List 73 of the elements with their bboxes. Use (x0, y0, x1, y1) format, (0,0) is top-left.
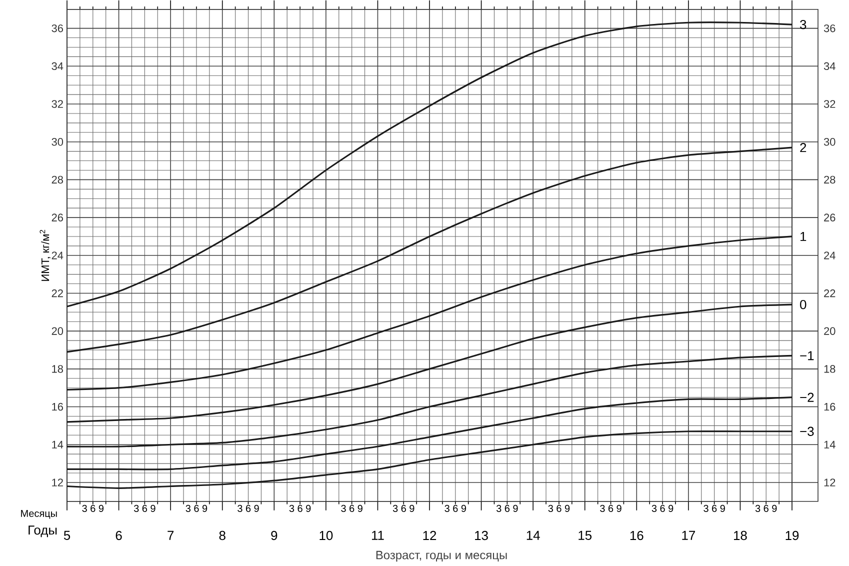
text: 3 6 9 (341, 504, 362, 512)
series-label: −1 (800, 351, 814, 360)
y-tick-label: 36 (52, 24, 63, 32)
text: 3 6 9 (82, 504, 104, 512)
y2-tick-label: 30 (824, 138, 836, 146)
line-series (66, 235, 793, 390)
x-tick-label: 18 (734, 530, 747, 540)
line-series (66, 396, 793, 470)
series-label: 2 (800, 142, 806, 152)
y-tick-label: 18 (52, 364, 63, 373)
y2-tick-label: 14 (824, 440, 836, 448)
text: 3 6 9 (238, 504, 259, 512)
y2-tick-label: 16 (824, 402, 836, 410)
x-tick-label: 19 (786, 530, 799, 540)
y-tick-label: 16 (52, 402, 63, 410)
y-tick-label: 24 (52, 251, 64, 260)
text: 3 6 9 (548, 504, 570, 512)
x-tick-label: 12 (423, 530, 436, 540)
line-series (66, 354, 793, 448)
y2-tick-label: 18 (824, 364, 836, 373)
series-label: 3 (800, 20, 806, 29)
y2-tick-label: 28 (824, 176, 836, 184)
x-tick-label: 5 (64, 530, 70, 540)
x-tick-label: 16 (630, 530, 644, 540)
text: 3 6 9 (600, 504, 622, 512)
text: 3 6 9 (755, 504, 777, 512)
y-tick-label: 30 (52, 138, 64, 146)
y-tick-label: 20 (52, 327, 64, 335)
y-tick-label: 34 (52, 62, 64, 70)
y2-tick-label: 20 (824, 327, 836, 335)
text: 3 6 9 (704, 504, 725, 512)
y-tick-label: 14 (52, 440, 64, 448)
series-label: −2 (800, 392, 814, 402)
x-tick-label: 8 (219, 530, 226, 540)
y2-tick-label: 34 (824, 62, 836, 70)
x-tick-label: 9 (271, 530, 278, 540)
line-series (66, 304, 793, 423)
x-tick-label: 11 (372, 530, 384, 540)
x-tick-label: 7 (168, 530, 174, 540)
y-tick-label: 26 (52, 213, 63, 222)
x-tick-label: 13 (475, 530, 488, 540)
x-tick-label: 14 (526, 530, 540, 540)
series-label: 1 (800, 232, 806, 241)
series-label: 0 (800, 300, 806, 309)
y-axis-title: ИМТ, кг/м$^{2}$ (40, 230, 50, 281)
y-tick-label: 22 (52, 289, 63, 297)
text: 3 6 9 (392, 504, 414, 512)
y2-tick-label: 26 (824, 213, 836, 222)
series-label: −3 (800, 426, 814, 436)
text: 3 6 9 (444, 504, 466, 512)
line-series (66, 146, 793, 353)
text: Месяцы (21, 510, 57, 519)
line-series (66, 430, 793, 489)
x-tick-label: 15 (578, 530, 592, 540)
text: 3 6 9 (289, 504, 311, 512)
x-axis-title: Возраст, годы и месяцы (376, 550, 507, 562)
y2-tick-label: 36 (824, 24, 836, 32)
y-tick-label: 28 (52, 176, 63, 184)
x-tick-label: 17 (682, 530, 695, 540)
text: Годы (28, 525, 57, 537)
y2-tick-label: 24 (824, 251, 836, 260)
y-tick-label: 12 (52, 478, 63, 486)
y2-tick-label: 22 (824, 289, 836, 297)
x-tick-label: 6 (116, 530, 122, 540)
y-tick-label: 32 (52, 100, 63, 108)
x-tick-label: 10 (320, 530, 333, 540)
y2-tick-label: 12 (824, 478, 836, 486)
text: 3 6 9 (134, 504, 156, 512)
line-series (66, 21, 793, 308)
y2-tick-label: 32 (824, 100, 836, 108)
text: 3 6 9 (496, 504, 518, 512)
text: 3 6 9 (186, 504, 208, 512)
text: 3 6 9 (652, 504, 674, 512)
